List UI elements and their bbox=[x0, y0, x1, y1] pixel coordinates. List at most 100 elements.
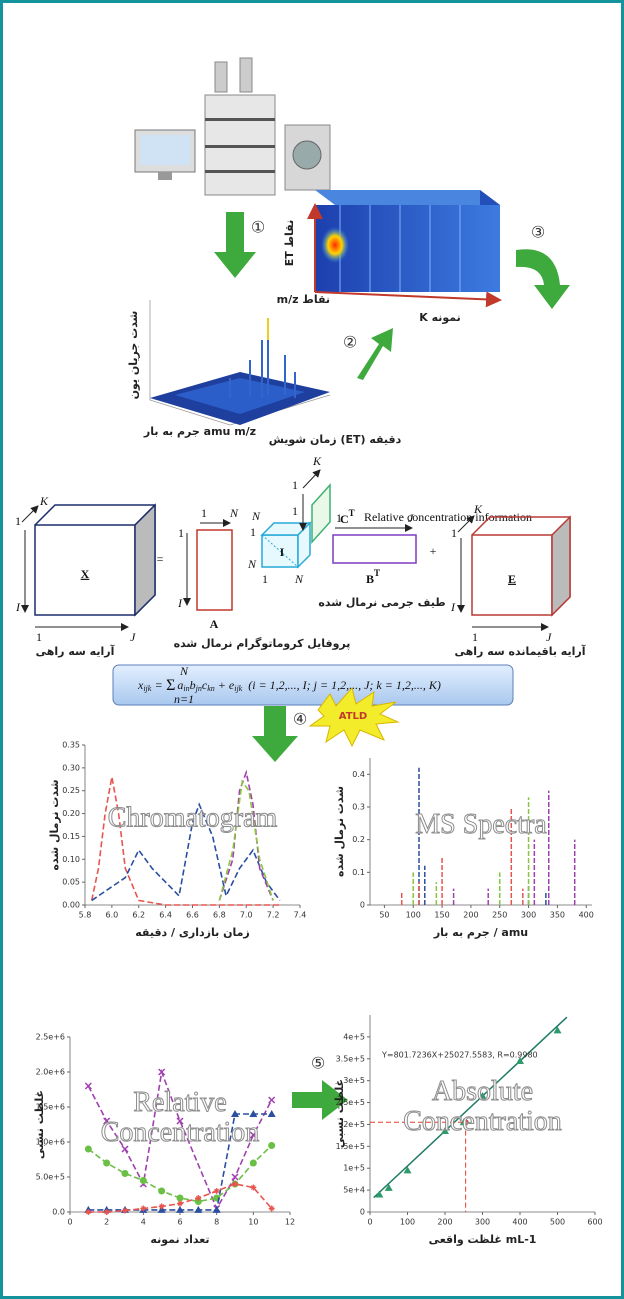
symbol: I bbox=[280, 545, 285, 559]
axis-label: K نمونه bbox=[419, 311, 461, 324]
watermark-title: Relative bbox=[133, 1087, 226, 1118]
caption: پروفایل کروماتوگرام نرمال شده bbox=[174, 637, 351, 650]
symbol: N bbox=[229, 506, 239, 520]
y-tick-label: 0.2 bbox=[352, 835, 365, 844]
symbol: J bbox=[130, 630, 136, 644]
x-tick-label: 5.8 bbox=[79, 911, 92, 920]
y-tick-label: 0.3 bbox=[352, 803, 365, 812]
formula-part: (i = 1,2,..., I; j = 1,2,..., J; k = 1,2… bbox=[248, 678, 441, 692]
axis-label: شدت جریان یون bbox=[127, 311, 140, 400]
x-tick-label: 0 bbox=[367, 1218, 372, 1227]
y-tick-label: 0.4 bbox=[352, 770, 365, 779]
symbol: N bbox=[294, 572, 304, 586]
axis-label: m/z نقاط bbox=[277, 293, 330, 306]
marker bbox=[122, 1170, 129, 1177]
marker bbox=[158, 1188, 165, 1195]
y-tick-label: 5e+4 bbox=[343, 1186, 365, 1195]
y-tick-label: 0 bbox=[360, 901, 365, 910]
y-tick-label: 0.00 bbox=[62, 901, 80, 910]
symbol: 1 bbox=[36, 630, 42, 644]
step-number: ① bbox=[251, 218, 265, 237]
x-tick-label: 6.2 bbox=[132, 911, 145, 920]
y-tick-label: 3.5e+5 bbox=[336, 1054, 365, 1063]
y-tick-label: 0.25 bbox=[62, 786, 80, 795]
caption: طیف جرمی نرمال شده bbox=[318, 596, 445, 609]
x-tick-label: 400 bbox=[579, 911, 594, 920]
marker bbox=[268, 1142, 275, 1149]
x-tick-label: 2 bbox=[104, 1218, 109, 1227]
x-tick-label: 400 bbox=[512, 1218, 527, 1227]
x-axis-label: تعداد نمونه bbox=[150, 1233, 209, 1246]
x-tick-label: 12 bbox=[285, 1218, 295, 1227]
y-tick-label: 0 bbox=[360, 1208, 365, 1217]
symbol: 1 bbox=[336, 511, 342, 525]
watermark-title: Concentration bbox=[403, 1106, 562, 1137]
symbol: B bbox=[366, 572, 374, 586]
y-axis-label: غلظت نسبی bbox=[333, 1079, 346, 1148]
x-axis-label: جرم به بار / amu bbox=[433, 926, 528, 939]
step-number: ⑤ bbox=[311, 1054, 325, 1073]
formula-part: jn bbox=[195, 684, 202, 693]
caption: آرایه سه راهی bbox=[36, 644, 115, 658]
symbol: E bbox=[508, 572, 516, 586]
y-tick-label: 0.10 bbox=[62, 855, 80, 864]
symbol: 1 bbox=[250, 525, 256, 539]
symbol: N bbox=[251, 509, 261, 523]
symbol: N bbox=[247, 557, 257, 571]
symbol: A bbox=[210, 617, 219, 631]
watermark-title: MS Spectra bbox=[415, 809, 547, 840]
y-tick-label: 2.0e+6 bbox=[36, 1068, 65, 1077]
equation: Y=801.7236X+25027.5583, R=0.9980 bbox=[381, 1051, 538, 1060]
symbol: 1 bbox=[178, 526, 184, 540]
symbol: 1 bbox=[451, 526, 457, 540]
x-axis-label: غلظت واقعی mL-1 bbox=[429, 1233, 537, 1246]
x-tick-label: 50 bbox=[379, 911, 389, 920]
symbol: 1 bbox=[262, 572, 268, 586]
marker bbox=[140, 1177, 147, 1184]
y-tick-label: 2.5e+6 bbox=[36, 1033, 65, 1042]
formula-part: N bbox=[179, 664, 189, 678]
symbol: 1 bbox=[201, 506, 207, 520]
caption: آرایه باقیمانده سه راهی bbox=[455, 644, 586, 658]
page: ① ET نقاط m/z نقاط K نمونه ③ ② شدت جریان… bbox=[0, 0, 624, 1299]
operator: + bbox=[430, 544, 437, 558]
x-tick-label: 350 bbox=[550, 911, 565, 920]
formula-part: + e bbox=[218, 678, 235, 692]
x-tick-label: 100 bbox=[400, 1218, 415, 1227]
x-tick-label: 6.0 bbox=[106, 911, 119, 920]
x-tick-label: 6.6 bbox=[186, 911, 199, 920]
x-tick-label: 6.4 bbox=[159, 911, 172, 920]
x-tick-label: 10 bbox=[248, 1218, 258, 1227]
symbol: J bbox=[408, 511, 414, 525]
symbol: X bbox=[81, 567, 90, 581]
symbol: J bbox=[546, 630, 552, 644]
x-tick-label: 8 bbox=[214, 1218, 219, 1227]
y-tick-label: 1e+5 bbox=[343, 1164, 365, 1173]
y-axis-label: شدت نرمال شده bbox=[333, 786, 346, 877]
step-number: ④ bbox=[293, 710, 307, 729]
x-tick-label: 200 bbox=[463, 911, 478, 920]
x-tick-label: 600 bbox=[587, 1218, 602, 1227]
watermark-title: Chromatogram bbox=[108, 802, 278, 833]
y-tick-label: 0.20 bbox=[62, 809, 80, 818]
x-tick-label: 300 bbox=[521, 911, 536, 920]
symbol: K bbox=[39, 494, 49, 508]
watermark-title: Absolute bbox=[432, 1076, 533, 1107]
x-tick-label: 200 bbox=[437, 1218, 452, 1227]
formula-part: ijk bbox=[234, 684, 242, 693]
step-number: ② bbox=[343, 333, 357, 352]
x-tick-label: 6 bbox=[177, 1218, 182, 1227]
data-cube bbox=[315, 190, 500, 300]
y-axis-label: شدت نرمال شده bbox=[48, 779, 61, 870]
axis-label: جرم به بار amu m/z bbox=[143, 425, 256, 438]
y-tick-label: 3e+5 bbox=[343, 1076, 365, 1085]
x-tick-label: 100 bbox=[406, 911, 421, 920]
x-tick-label: 7.4 bbox=[294, 911, 307, 920]
y-tick-label: 2e+5 bbox=[343, 1120, 365, 1129]
marker bbox=[250, 1160, 257, 1167]
y-tick-label: 0.05 bbox=[62, 878, 80, 887]
symbol: 1 bbox=[292, 504, 298, 518]
x-axis-label: زمان بازداری / دقیقه bbox=[135, 926, 250, 939]
formula-part: = bbox=[155, 678, 162, 692]
watermark-title: Concentration bbox=[101, 1117, 260, 1148]
